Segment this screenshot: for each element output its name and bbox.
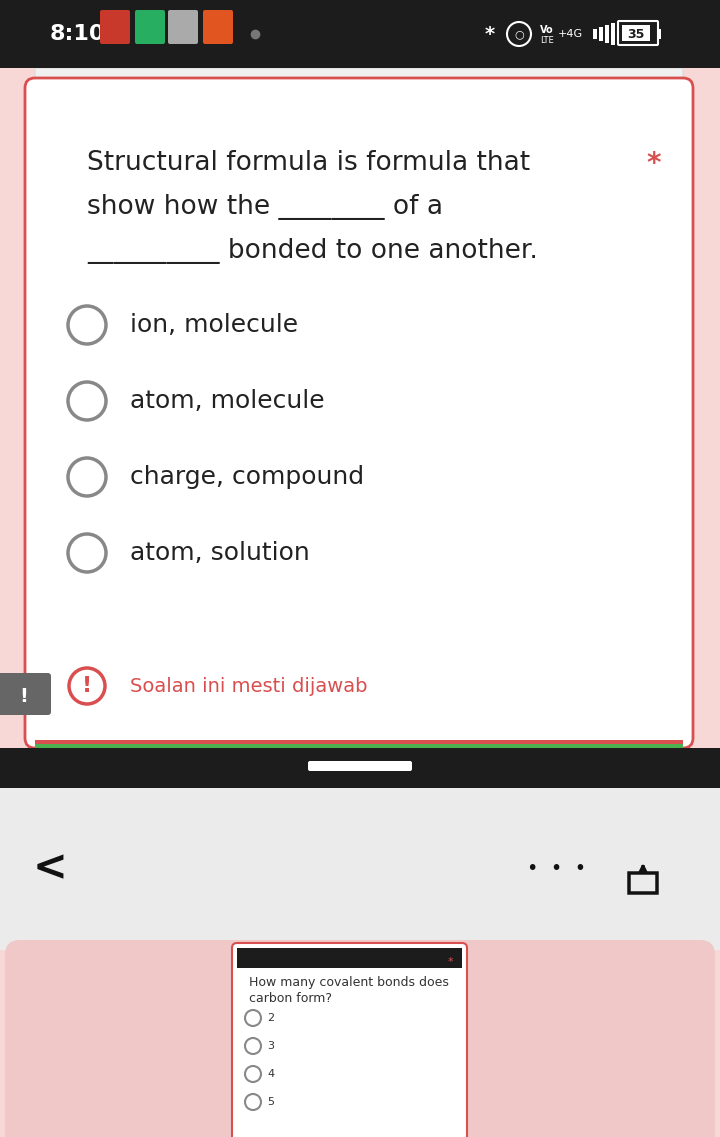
Text: How many covalent bonds does: How many covalent bonds does [249, 976, 449, 989]
FancyBboxPatch shape [203, 10, 233, 44]
Circle shape [68, 306, 106, 345]
Text: 2: 2 [267, 1013, 274, 1023]
Circle shape [245, 1067, 261, 1082]
Circle shape [245, 1094, 261, 1110]
FancyBboxPatch shape [35, 744, 683, 748]
Text: *: * [447, 957, 453, 966]
Text: __________ bonded to one another.: __________ bonded to one another. [87, 238, 538, 264]
Text: LTE: LTE [540, 35, 554, 44]
Text: !: ! [19, 687, 28, 705]
Text: *: * [647, 150, 661, 179]
FancyBboxPatch shape [100, 10, 130, 44]
Text: <: < [32, 847, 68, 889]
Text: Soalan ini mesti dijawab: Soalan ini mesti dijawab [130, 677, 367, 696]
FancyBboxPatch shape [35, 740, 683, 744]
Circle shape [68, 458, 106, 496]
FancyBboxPatch shape [232, 943, 467, 1137]
Text: 5: 5 [267, 1097, 274, 1107]
FancyBboxPatch shape [0, 788, 720, 958]
FancyBboxPatch shape [622, 25, 650, 41]
Text: 4: 4 [267, 1069, 274, 1079]
FancyBboxPatch shape [35, 68, 683, 86]
FancyBboxPatch shape [5, 940, 715, 1137]
Text: atom, molecule: atom, molecule [130, 389, 325, 413]
FancyBboxPatch shape [599, 27, 603, 41]
Circle shape [69, 669, 105, 704]
Text: ○: ○ [514, 30, 524, 39]
Text: ion, molecule: ion, molecule [130, 313, 298, 337]
FancyBboxPatch shape [611, 23, 615, 45]
Text: atom, solution: atom, solution [130, 541, 310, 565]
Text: •  •  •: • • • [528, 858, 587, 878]
Text: charge, compound: charge, compound [130, 465, 364, 489]
FancyBboxPatch shape [0, 68, 720, 748]
Text: Vo: Vo [540, 25, 554, 35]
Circle shape [245, 1010, 261, 1026]
FancyBboxPatch shape [25, 78, 693, 748]
FancyBboxPatch shape [308, 761, 412, 771]
FancyBboxPatch shape [0, 673, 51, 715]
FancyBboxPatch shape [0, 951, 720, 1137]
Text: Structural formula is formula that: Structural formula is formula that [87, 150, 530, 176]
Text: *: * [485, 25, 495, 43]
Circle shape [245, 1038, 261, 1054]
Text: +4G: +4G [557, 30, 582, 39]
Text: 8:10: 8:10 [50, 24, 106, 44]
Text: 3: 3 [267, 1041, 274, 1051]
FancyBboxPatch shape [135, 10, 165, 44]
Text: show how the ________ of a: show how the ________ of a [87, 194, 443, 219]
FancyBboxPatch shape [237, 948, 462, 968]
Circle shape [68, 382, 106, 420]
FancyBboxPatch shape [0, 0, 720, 68]
FancyBboxPatch shape [0, 748, 720, 788]
Circle shape [68, 534, 106, 572]
FancyBboxPatch shape [657, 30, 661, 39]
FancyBboxPatch shape [605, 25, 609, 43]
Text: carbon form?: carbon form? [249, 991, 332, 1005]
Text: !: ! [82, 677, 92, 696]
Text: 35: 35 [627, 27, 644, 41]
FancyBboxPatch shape [168, 10, 198, 44]
FancyBboxPatch shape [593, 30, 597, 39]
